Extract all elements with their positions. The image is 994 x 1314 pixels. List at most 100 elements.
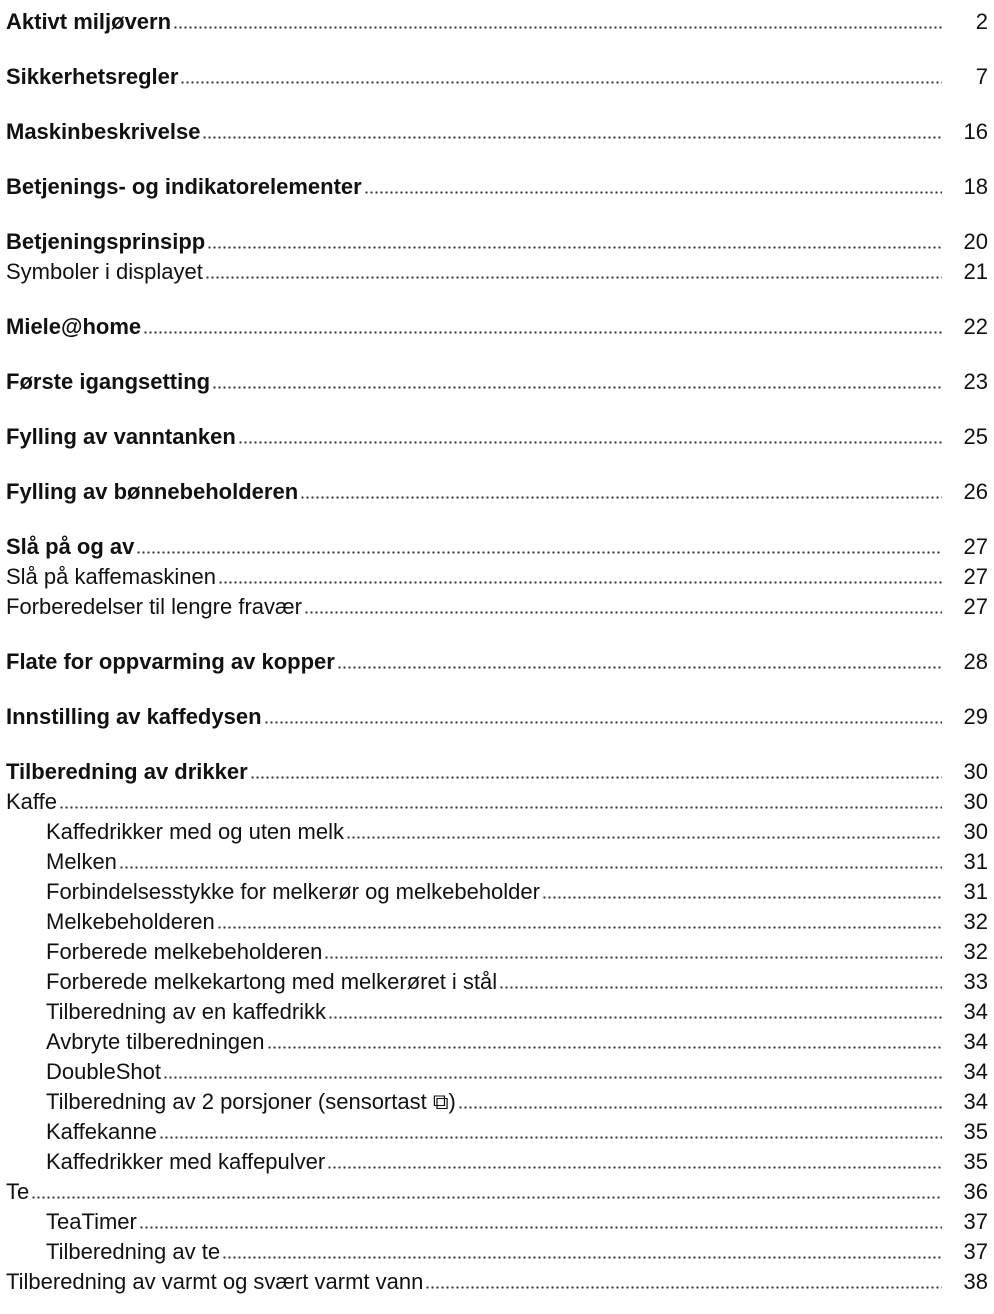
page-number: 38 <box>963 1269 988 1294</box>
dot-leader <box>31 1196 942 1199</box>
entry-title: Tilberedning av drikker <box>6 759 248 784</box>
toc-entry: Kaffedrikker med kaffepulver 35 <box>6 1147 988 1177</box>
table-of-contents: Aktivt miljøvern 2 Sikkerhetsregler 7 Maskin… <box>6 7 988 1297</box>
dot-leader <box>237 441 942 444</box>
entry-title: Avbryte tilberedningen <box>46 1029 265 1054</box>
dot-leader <box>249 776 942 779</box>
dot-leader <box>158 1136 942 1139</box>
toc-entry: Tilberedning av varmt og svært varmt van… <box>6 1267 988 1297</box>
page-number: 32 <box>963 909 988 934</box>
entry-title: Melkebeholderen <box>46 909 215 934</box>
dot-leader <box>457 1106 942 1109</box>
toc-entry: Tilberedning av te 37 <box>6 1237 988 1267</box>
dot-leader <box>425 1286 942 1289</box>
dot-leader <box>300 496 942 499</box>
entry-title: Kaffe <box>6 789 57 814</box>
page-number: 36 <box>963 1179 988 1204</box>
dot-leader <box>217 581 942 584</box>
dot-leader <box>363 191 942 194</box>
page-number: 34 <box>963 1059 988 1084</box>
page-number: 7 <box>975 64 988 89</box>
dot-leader <box>173 26 942 29</box>
page-number: 28 <box>963 649 988 674</box>
page-number: 30 <box>963 819 988 844</box>
entry-title: Forbindelsesstykke for melkerør og melke… <box>46 879 540 904</box>
toc-entry: Forberede melkebeholderen 32 <box>6 937 988 967</box>
entry-title: Første igangsetting <box>6 369 211 394</box>
entry-title: Innstilling av kaffedysen <box>6 704 262 729</box>
page-number: 35 <box>963 1149 988 1174</box>
entry-title: DoubleShot <box>46 1059 161 1084</box>
page-number: 30 <box>963 789 988 814</box>
entry-title: Forberedelser til lengre fravær <box>6 594 302 619</box>
entry-title: Slå på og av <box>6 534 135 559</box>
toc-entry: Innstilling av kaffedysen 29 <box>6 702 988 732</box>
entry-title: Tilberedning av varmt og svært varmt van… <box>6 1269 424 1294</box>
page-number: 26 <box>963 479 988 504</box>
page-number: 27 <box>963 564 988 589</box>
page-number: 37 <box>963 1239 988 1264</box>
page-number: 22 <box>963 314 988 339</box>
toc-entry: Fylling av vanntanken 25 <box>6 422 988 452</box>
dot-leader <box>336 666 942 669</box>
toc-entry: Betjenings- og indikatorelementer 18 <box>6 172 988 202</box>
entry-title: Melken <box>46 849 117 874</box>
entry-title: Forberede melkebeholderen <box>46 939 323 964</box>
entry-title: Symboler i displayet <box>6 259 203 284</box>
dot-leader <box>266 1046 942 1049</box>
page-number: 25 <box>963 424 988 449</box>
page-number: 35 <box>963 1119 988 1144</box>
toc-entry: Te 36 <box>6 1177 988 1207</box>
dot-leader <box>58 806 942 809</box>
entry-title: Tilberedning av en kaffedrikk <box>46 999 327 1024</box>
page-number: 23 <box>963 369 988 394</box>
toc-entry: Melken 31 <box>6 847 988 877</box>
page-number: 34 <box>963 1089 988 1114</box>
dot-leader <box>324 956 942 959</box>
toc-entry: DoubleShot 34 <box>6 1057 988 1087</box>
toc-entry: Kaffe 30 <box>6 787 988 817</box>
toc-entry: Flate for oppvarming av kopper 28 <box>6 647 988 677</box>
dot-leader <box>204 276 942 279</box>
dot-leader <box>202 136 942 139</box>
toc-entry: Sikkerhetsregler 7 <box>6 62 988 92</box>
toc-entry: Melkebeholderen 32 <box>6 907 988 937</box>
toc-entry: Forbindelsesstykke for melkerør og melke… <box>6 877 988 907</box>
page-number: 32 <box>963 939 988 964</box>
toc-entry: Betjeningsprinsipp 20 <box>6 227 988 257</box>
entry-title: Betjeningsprinsipp <box>6 229 206 254</box>
dot-leader <box>212 386 942 389</box>
toc-entry: Slå på og av 27 <box>6 532 988 562</box>
dot-leader <box>303 611 942 614</box>
page-number: 27 <box>963 594 988 619</box>
page-number: 2 <box>975 9 988 34</box>
entry-title: Maskinbeskrivelse <box>6 119 201 144</box>
dot-leader <box>345 836 942 839</box>
entry-title: Sikkerhetsregler <box>6 64 179 89</box>
entry-title: Tilberedning av 2 porsjoner (sensortast … <box>46 1089 456 1114</box>
dot-leader <box>216 926 942 929</box>
dot-leader <box>118 866 942 869</box>
toc-entry: Maskinbeskrivelse 16 <box>6 117 988 147</box>
toc-entry: Forberede melkekartong med melkerøret i … <box>6 967 988 997</box>
toc-entry: Fylling av bønnebeholderen 26 <box>6 477 988 507</box>
entry-title: Kaffekanne <box>46 1119 157 1144</box>
dot-leader <box>222 1256 942 1259</box>
toc-entry: TeaTimer 37 <box>6 1207 988 1237</box>
page-number: 34 <box>963 1029 988 1054</box>
page-number: 37 <box>963 1209 988 1234</box>
entry-title: Aktivt miljøvern <box>6 9 172 34</box>
toc-entry: Avbryte tilberedningen 34 <box>6 1027 988 1057</box>
page-number: 20 <box>963 229 988 254</box>
entry-title: Fylling av vanntanken <box>6 424 236 449</box>
page-number: 30 <box>963 759 988 784</box>
entry-title: Te <box>6 1179 30 1204</box>
dot-leader <box>541 896 942 899</box>
toc-entry: Slå på kaffemaskinen 27 <box>6 562 988 592</box>
entry-title: Kaffedrikker med og uten melk <box>46 819 344 844</box>
toc-entry: Forberedelser til lengre fravær 27 <box>6 592 988 622</box>
dot-leader <box>499 986 942 989</box>
entry-title: Flate for oppvarming av kopper <box>6 649 335 674</box>
entry-title: Tilberedning av te <box>46 1239 221 1264</box>
